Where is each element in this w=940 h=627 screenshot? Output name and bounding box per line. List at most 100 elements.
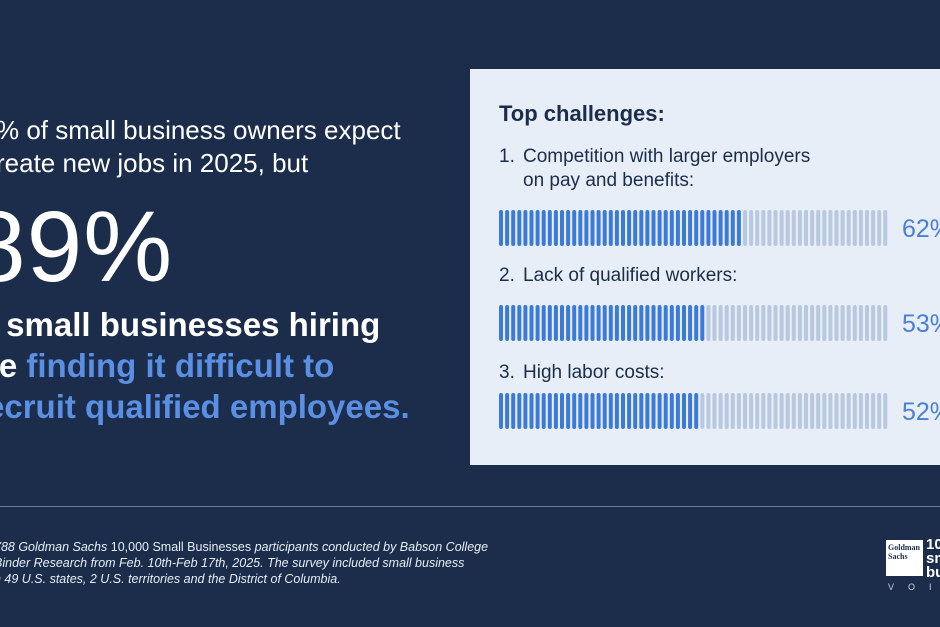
challenge-bar-3 (499, 393, 891, 429)
bar-1-segment (657, 210, 662, 246)
bar-1-segment (736, 210, 741, 246)
bar-2-segment (871, 305, 876, 341)
bar-3-segment (675, 393, 680, 429)
bar-1-segment (639, 210, 644, 246)
bar-3-segment (608, 393, 613, 429)
bar-2-segment (602, 305, 607, 341)
bar-3-segment (730, 393, 735, 429)
bar-2-segment (596, 305, 601, 341)
bar-3-segment (761, 393, 766, 429)
bar-1-segment (541, 210, 546, 246)
bar-2-segment (852, 305, 857, 341)
bold-statement: f small businesses hiring re finding it … (0, 304, 410, 427)
bar-2-segment (511, 305, 516, 341)
bar-1-segment (865, 210, 869, 246)
bar-3-segment (560, 393, 564, 429)
bar-2-segment (785, 305, 790, 341)
intro-line-2: reate new jobs in 2025, but (0, 148, 309, 178)
bar-2-segment (877, 305, 882, 341)
bar-2-segment (541, 305, 546, 341)
bar-2-segment (627, 305, 632, 341)
footnote-line-2: Binder Research from Feb. 10th-Feb 17th,… (0, 556, 465, 570)
bar-2-segment (682, 305, 686, 341)
bar-1-segment (804, 210, 808, 246)
bar-2-segment (657, 305, 662, 341)
bar-1-segment (822, 210, 827, 246)
logo-line-2: sm (926, 550, 940, 567)
bar-2-segment (621, 305, 625, 341)
bar-1-segment (566, 210, 571, 246)
bar-1-segment (584, 210, 589, 246)
bar-1-segment (572, 210, 577, 246)
bold-line-3: ecruit qualified employees. (0, 388, 410, 425)
footnote-line-3: n 49 U.S. states, 2 U.S. territories and… (0, 572, 341, 586)
bar-1-segment (535, 210, 540, 246)
bar-2-segment (572, 305, 577, 341)
bar-3-segment (663, 393, 668, 429)
bar-3-segment (682, 393, 686, 429)
bar-2-segment (767, 305, 772, 341)
bar-3-segment (669, 393, 674, 429)
bar-2-segment (724, 305, 729, 341)
footnote: 788 Goldman Sachs 10,000 Small Businesse… (0, 539, 488, 587)
challenge-label-1a: Competition with larger employers (523, 146, 811, 167)
bar-3-segment (651, 393, 656, 429)
bar-3-segment (828, 393, 833, 429)
bar-3-segment (871, 393, 876, 429)
bar-2-segment (797, 305, 802, 341)
bar-svg-1 (499, 210, 888, 246)
challenge-bar-1 (499, 210, 891, 246)
bar-1-segment (700, 210, 705, 246)
bar-3-segment (553, 393, 558, 429)
bar-1-segment (743, 210, 747, 246)
bar-3-segment (511, 393, 516, 429)
bar-2-segment (700, 305, 705, 341)
bar-2-segment (590, 305, 595, 341)
bar-3-segment (877, 393, 882, 429)
bar-1-segment (706, 210, 711, 246)
challenge-item-2: 2. Lack of qualified workers: (499, 264, 737, 288)
intro-text: % of small business owners expect reate … (0, 114, 401, 180)
bar-3-segment (584, 393, 589, 429)
bar-3-segment (700, 393, 705, 429)
bar-3-segment (749, 393, 754, 429)
bar-1-segment (718, 210, 723, 246)
bar-3-segment (578, 393, 583, 429)
intro-line-1: % of small business owners expect (0, 115, 401, 145)
bar-2-segment (645, 305, 650, 341)
bar-1-segment (883, 210, 888, 246)
big-stat: 89% (0, 191, 174, 303)
bar-2-segment (773, 305, 778, 341)
bar-1-segment (669, 210, 674, 246)
bar-1-segment (816, 210, 821, 246)
bar-1-segment (499, 210, 503, 246)
bar-svg-2 (499, 305, 888, 341)
bar-1-segment (651, 210, 656, 246)
bar-3-segment (706, 393, 711, 429)
bar-3-segment (529, 393, 534, 429)
bar-3-segment (724, 393, 729, 429)
challenge-number-3: 3. (499, 362, 515, 383)
goldman-sachs-logo: Goldman Sachs (886, 540, 923, 576)
headline-area: % of small business owners expect reate … (0, 0, 460, 500)
bar-3-segment (645, 393, 650, 429)
bar-3-segment (736, 393, 741, 429)
bar-2-segment (529, 305, 534, 341)
bar-3-segment (547, 393, 552, 429)
bar-2-segment (505, 305, 510, 341)
challenge-number-2: 2. (499, 265, 515, 286)
bar-3-segment (804, 393, 808, 429)
bold-line-2: re finding it difficult to (0, 345, 410, 386)
bar-1-segment (621, 210, 625, 246)
bar-2-segment (523, 305, 528, 341)
bar-2-segment (834, 305, 839, 341)
bar-2-segment (639, 305, 644, 341)
bar-3-segment (883, 393, 888, 429)
bar-2-segment (694, 305, 699, 341)
challenge-number-1: 1. (499, 146, 515, 167)
bar-1-segment (761, 210, 766, 246)
bar-2-segment (675, 305, 680, 341)
bar-3-segment (499, 393, 503, 429)
bar-3-segment (657, 393, 662, 429)
bar-svg-3 (499, 393, 888, 429)
